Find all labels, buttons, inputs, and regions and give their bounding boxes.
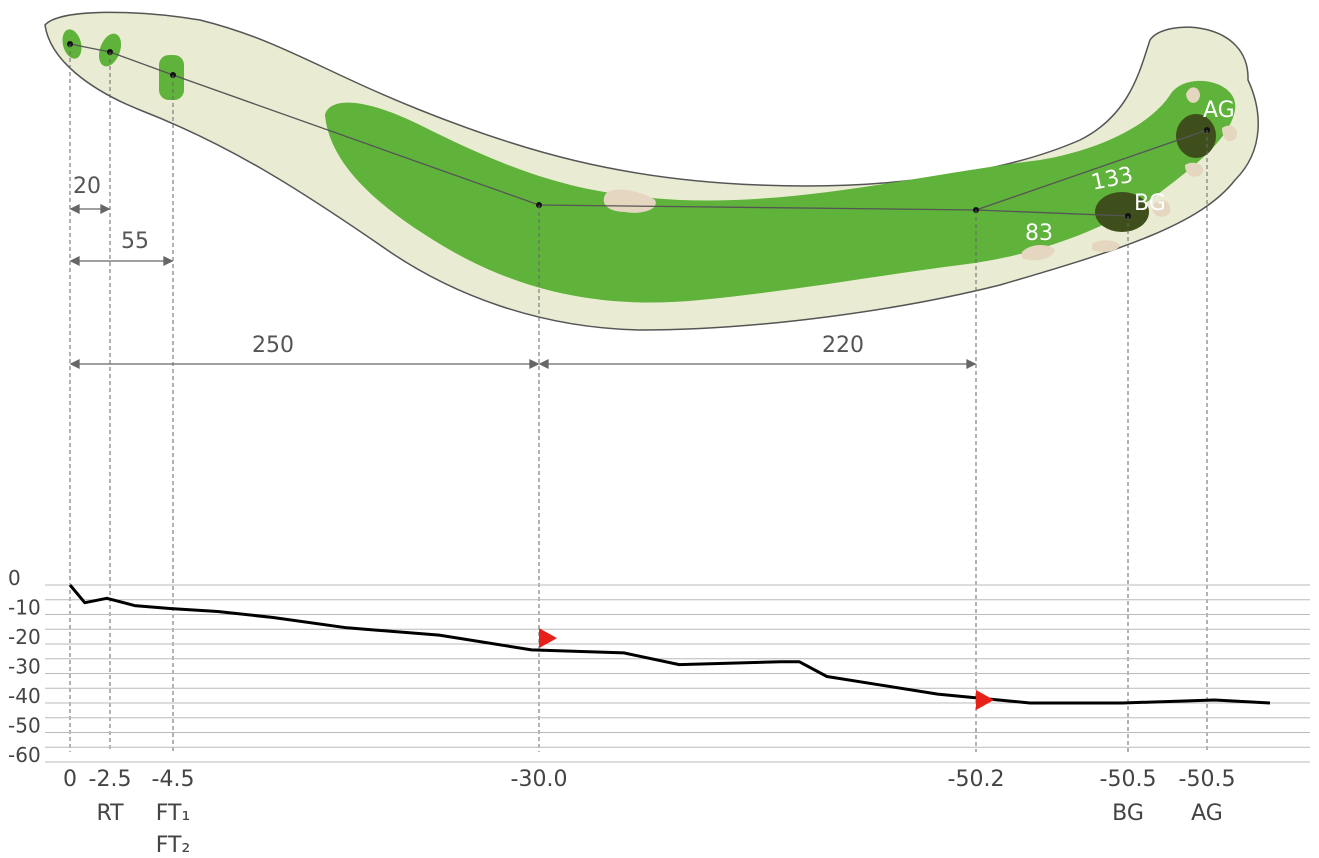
y-tick-label: -60	[8, 743, 41, 767]
x-marker-sub2: FT₂	[156, 833, 191, 858]
arrowhead	[163, 255, 174, 267]
bunker	[603, 189, 656, 213]
x-marker-sub: BG	[1112, 801, 1144, 826]
y-tick-label: -40	[8, 684, 41, 708]
arrowhead	[69, 255, 80, 267]
y-tick-label: 0	[8, 566, 21, 590]
arrowhead	[966, 358, 977, 370]
x-marker-value: -50.5	[1179, 767, 1236, 792]
distance-83-label: 83	[1025, 221, 1053, 246]
bunker	[1092, 240, 1120, 252]
bunker	[1185, 162, 1204, 177]
vertical-guides	[69, 44, 1208, 752]
y-tick-label: -20	[8, 625, 41, 649]
x-marker-value: 0	[63, 767, 77, 792]
x-marker-sub: RT	[96, 801, 124, 826]
bunker	[1022, 244, 1055, 261]
distance-220-label: 220	[822, 333, 864, 358]
x-marker-value: -2.5	[89, 767, 132, 792]
bg-label: BG	[1134, 191, 1166, 216]
x-marker-value: -50.2	[948, 767, 1005, 792]
green-bg	[1095, 192, 1149, 232]
y-tick-label: -50	[8, 714, 41, 738]
hole-map: AG BG 133 83	[44, 11, 1259, 331]
green-ag	[1176, 114, 1216, 158]
x-marker-sub: AG	[1191, 801, 1223, 826]
arrowhead	[69, 203, 80, 215]
y-tick-label: -30	[8, 655, 41, 679]
distance-250-label: 250	[252, 333, 294, 358]
bunker	[1186, 87, 1200, 103]
x-marker-value: -4.5	[152, 767, 195, 792]
x-marker-sub: FT₁	[156, 801, 191, 826]
bunker	[1222, 125, 1237, 142]
y-tick-label: -10	[8, 596, 41, 620]
play-line	[69, 43, 1129, 217]
play-line-ag	[975, 129, 1208, 211]
distance-55-label: 55	[121, 229, 149, 254]
fairway	[325, 80, 1236, 303]
flag-marker	[976, 690, 994, 711]
bunker	[1152, 200, 1171, 217]
arrowhead	[100, 203, 111, 215]
bunkers	[603, 87, 1237, 261]
arrowhead	[529, 358, 540, 370]
elevation-profile: 0 -10 -20 -30 -40 -50 -60 0 -2.5 RT -4.5 FT₁ FT₂ -30.…	[8, 566, 1310, 858]
elevation-line	[68, 584, 1271, 705]
flag-marker	[539, 628, 557, 649]
x-marker-value: -30.0	[511, 767, 568, 792]
arrowhead	[538, 358, 549, 370]
x-marker-value: -50.5	[1100, 767, 1157, 792]
ag-label: AG	[1203, 98, 1235, 123]
distance-20-label: 20	[73, 174, 101, 199]
distance-dimensions	[69, 203, 977, 370]
arrowhead	[69, 358, 80, 370]
